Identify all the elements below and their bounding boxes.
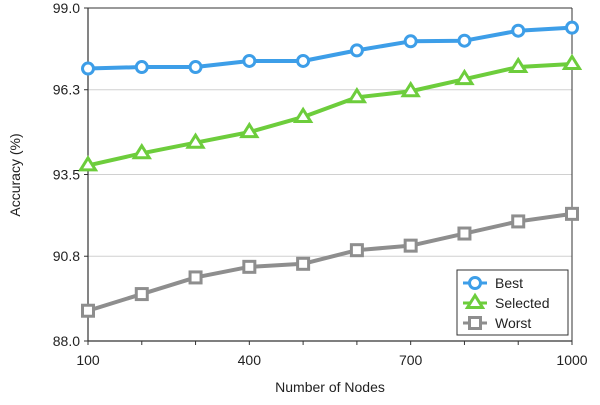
series-line-selected (87, 62, 573, 168)
data-point-selected-6 (400, 80, 421, 98)
legend-label-best: Best (495, 275, 523, 291)
data-point-best-5 (349, 43, 364, 58)
data-point-worst-4 (296, 256, 311, 271)
legend-label-worst: Worst (495, 315, 531, 331)
data-point-selected-1 (131, 142, 152, 160)
data-point-worst-3 (242, 259, 257, 274)
data-point-worst-1 (134, 287, 149, 302)
data-point-best-1 (134, 60, 149, 75)
data-point-best-4 (296, 53, 311, 68)
x-tick-label-0: 100 (76, 352, 100, 368)
data-point-worst-2 (188, 270, 203, 285)
data-point-best-8 (511, 23, 526, 38)
legend-marker-worst (468, 316, 482, 330)
data-point-selected-4 (292, 106, 314, 123)
legend-marker-best (468, 276, 482, 290)
data-point-best-3 (242, 53, 257, 68)
y-tick-label-4: 99.0 (53, 0, 80, 16)
legend: Best Selected Worst (456, 269, 569, 336)
data-point-worst-8 (511, 214, 526, 229)
y-tick-label-3: 96.3 (53, 82, 80, 98)
data-point-worst-5 (349, 243, 364, 258)
series-markers (77, 20, 583, 318)
data-point-selected-8 (508, 56, 529, 74)
x-tick-label-2: 700 (399, 352, 423, 368)
series-lines (87, 25, 573, 313)
data-point-selected-5 (346, 86, 368, 104)
series-line-worst (87, 211, 573, 313)
legend-marker-selected (464, 292, 486, 309)
data-point-worst-6 (403, 238, 418, 253)
data-point-selected-2 (185, 132, 206, 149)
data-point-worst-7 (457, 226, 472, 241)
data-point-best-7 (457, 33, 472, 48)
x-tick-label-1: 400 (238, 352, 262, 368)
y-tick-label-0: 88.0 (53, 333, 80, 349)
data-point-selected-7 (454, 68, 475, 86)
x-axis-label: Number of Nodes (275, 379, 385, 395)
tick-labels: 88.0 90.8 93.5 96.3 99.0 100 400 700 1000 (53, 0, 588, 368)
y-tick-label-1: 90.8 (53, 248, 80, 264)
series-line-best (87, 25, 573, 71)
legend-label-selected: Selected (495, 295, 549, 311)
data-point-best-2 (188, 60, 203, 75)
y-axis-label: Accuracy (%) (7, 133, 23, 216)
data-point-selected-0 (77, 155, 99, 172)
y-tick-label-2: 93.5 (53, 167, 80, 183)
data-point-worst-0 (81, 303, 95, 318)
data-point-selected-9 (561, 53, 583, 71)
data-point-best-9 (565, 20, 579, 35)
data-point-selected-3 (239, 121, 260, 139)
data-point-best-0 (81, 61, 95, 76)
data-point-worst-9 (565, 206, 579, 221)
x-tick-label-3: 1000 (556, 352, 587, 368)
data-point-best-6 (403, 34, 418, 49)
